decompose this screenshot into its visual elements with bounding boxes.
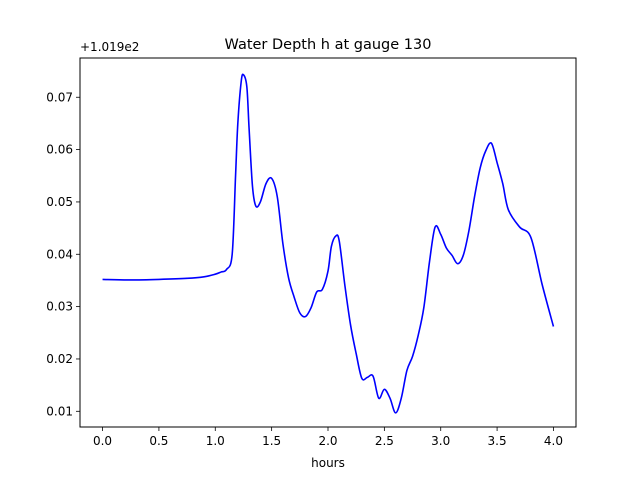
y-axis: 0.01 0.02 0.03 0.04 0.05 0.06 0.07 [46,90,80,418]
y-offset-label: +1.019e2 [80,40,139,54]
x-tick-label: 4.0 [544,434,563,448]
chart-title: Water Depth h at gauge 130 [225,37,432,53]
series-line [102,73,555,414]
x-tick-label: 1.5 [262,434,281,448]
x-tick-label: 3.0 [431,434,450,448]
x-tick-label: 0.0 [93,434,112,448]
x-axis: 0.0 0.5 1.0 1.5 2.0 2.5 3.0 3.5 4.0 [93,427,563,448]
x-tick-label: 1.0 [206,434,225,448]
x-tick-label: 2.0 [318,434,337,448]
y-tick-label: 0.04 [46,247,73,261]
y-tick-label: 0.02 [46,352,73,366]
plot-area [102,73,555,414]
y-tick-label: 0.03 [46,300,73,314]
x-tick-label: 0.5 [149,434,168,448]
y-tick-label: 0.07 [46,90,73,104]
x-tick-label: 3.5 [488,434,507,448]
x-tick-label: 2.5 [375,434,394,448]
x-axis-label: hours [311,456,345,470]
y-tick-label: 0.05 [46,195,73,209]
y-tick-label: 0.01 [46,404,73,418]
y-tick-label: 0.06 [46,143,73,157]
